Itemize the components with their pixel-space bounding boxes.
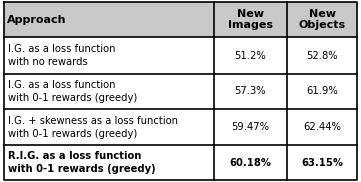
Bar [4,2,357,37]
Text: I.G. as a loss function
with no rewards: I.G. as a loss function with no rewards [8,44,116,67]
Text: 62.44%: 62.44% [303,122,341,132]
Text: 60.18%: 60.18% [229,158,271,168]
Text: Approach: Approach [7,15,67,25]
Text: I.G. + skewness as a loss function
with 0-1 rewards (greedy): I.G. + skewness as a loss function with … [8,116,178,139]
Text: 63.15%: 63.15% [301,158,343,168]
Text: 57.3%: 57.3% [235,86,266,96]
Bar [4,145,357,180]
Text: 52.8%: 52.8% [306,51,338,61]
Text: 61.9%: 61.9% [306,86,338,96]
Text: R.I.G. as a loss function
with 0-1 rewards (greedy): R.I.G. as a loss function with 0-1 rewar… [8,151,156,174]
Text: 51.2%: 51.2% [235,51,266,61]
Bar [4,37,357,74]
Text: New
Images: New Images [228,9,273,30]
Bar [4,74,357,109]
Bar [4,109,357,145]
Text: 59.47%: 59.47% [231,122,269,132]
Text: I.G. as a loss function
with 0-1 rewards (greedy): I.G. as a loss function with 0-1 rewards… [8,80,137,103]
Text: New
Objects: New Objects [299,9,345,30]
